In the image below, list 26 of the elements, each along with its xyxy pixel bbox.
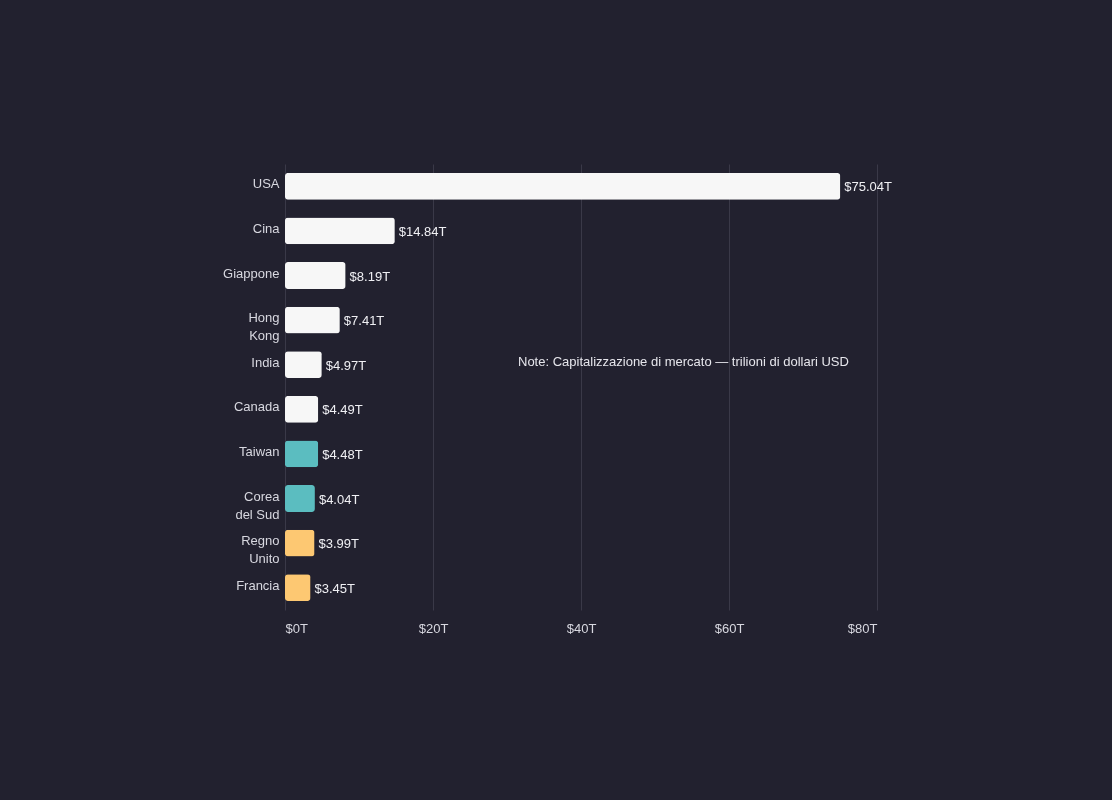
y-tick-label: USA: [252, 176, 280, 192]
data-label: $14.84T: [398, 223, 447, 239]
data-label: $4.48T: [322, 446, 363, 462]
data-label: $4.97T: [325, 357, 367, 373]
y-tick-label: Canada: [233, 399, 281, 415]
y-tick-label: Hong Kong: [248, 310, 280, 344]
y-tick-label: Corea del Sud: [235, 488, 281, 522]
y-tick-label: Regno Unito: [241, 533, 280, 567]
x-tick-label: $20T: [418, 620, 449, 636]
data-label: $4.49T: [322, 402, 363, 418]
data-label: $3.45T: [314, 580, 356, 596]
y-tick-label: Giappone: [223, 265, 280, 281]
annotation: Note: Capitalizzazione di mercato — trilioni di dollari USD: [518, 354, 849, 369]
y-tick-label: Cina: [252, 220, 281, 236]
y-tick-label: Francia: [236, 577, 281, 593]
data-label: $3.99T: [318, 536, 360, 552]
y-tick-label: Taiwan: [239, 443, 280, 459]
data-label: $75.04T: [844, 179, 893, 195]
x-tick-label: $80T: [847, 620, 878, 636]
x-tick-label: $40T: [566, 620, 597, 636]
data-label: $7.41T: [343, 313, 385, 329]
x-tick-label: $0T: [285, 620, 308, 636]
x-tick-label: $60T: [714, 620, 745, 636]
data-label: $4.04T: [318, 491, 360, 507]
y-tick-label: India: [251, 354, 281, 370]
data-label: $8.19T: [349, 268, 391, 284]
